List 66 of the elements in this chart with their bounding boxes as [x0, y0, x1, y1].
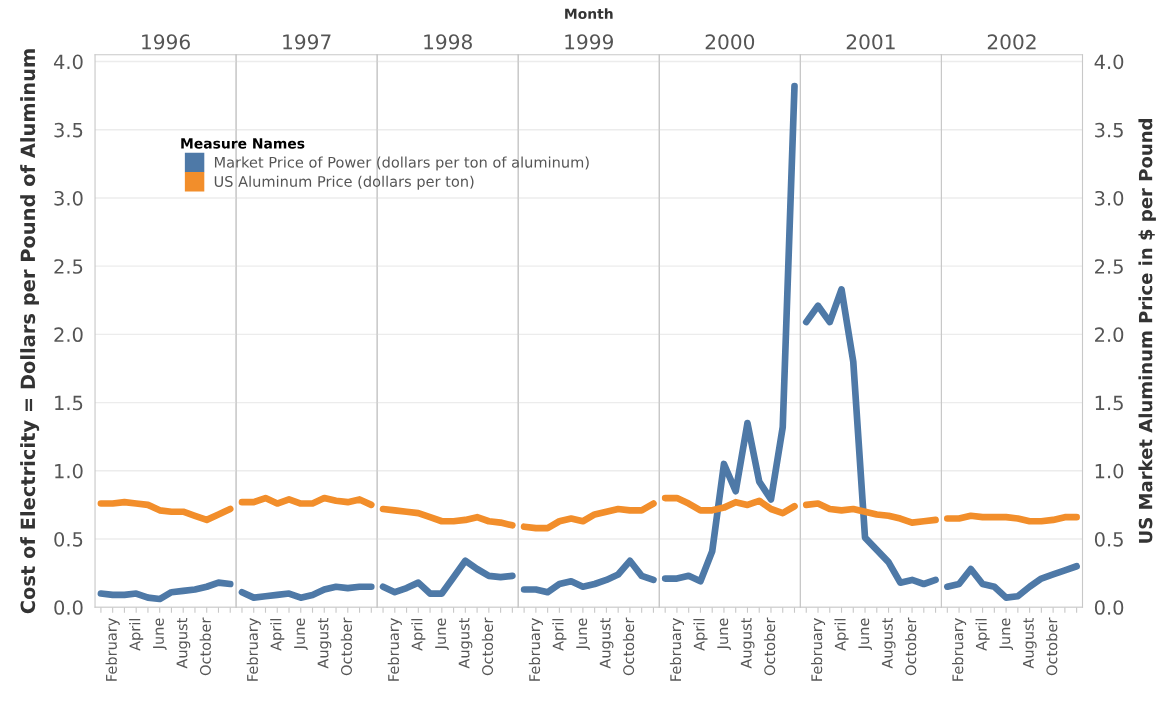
chart-title: 1996 [142, 34, 190, 50]
y2-axis-title: US Market Aluminum Price in $ per Pound [1138, 119, 1156, 543]
text: Month [565, 8, 613, 19]
legend-label: US Aluminum Price (dollars per ton) [214, 175, 474, 190]
x-tick-label: April [975, 618, 990, 651]
x-tick-label: April [270, 618, 285, 651]
chart-title: 1997 [283, 34, 331, 50]
x-tick-label: April [129, 618, 144, 651]
x-tick-label: August [458, 617, 473, 669]
x-tick-label: August [176, 617, 191, 669]
y-tick-label: 2.0 [1095, 327, 1124, 343]
x-tick-label: February [669, 618, 684, 681]
x-tick-label: June [153, 618, 167, 651]
x-tick-label: October [622, 617, 635, 676]
x-tick-label: February [246, 618, 261, 681]
y-axis-title: Cost of Electricity = Dollars per Pound of Aluminum [20, 49, 40, 614]
y-tick-label: 1.5 [1095, 395, 1123, 411]
y-tick-label: 2.5 [54, 259, 83, 274]
y-tick-label: 0.0 [1094, 600, 1124, 615]
y-tick-label: 3.0 [54, 190, 83, 206]
x-tick-label: October [904, 617, 917, 676]
x-tick-label: February [528, 618, 543, 681]
x-tick-label: February [105, 618, 120, 681]
x-tick-label: August [599, 617, 614, 669]
x-tick-label: August [740, 617, 755, 669]
chart-title: 2001 [846, 34, 895, 50]
y-tick-label: 4.0 [1094, 54, 1124, 70]
legend-label: Market Price of Power (dollars per ton of aluminum) [214, 156, 589, 171]
x-tick-label: October [1046, 617, 1058, 676]
chart-title: 2002 [987, 34, 1036, 50]
x-tick-label: June [294, 618, 308, 651]
x-tick-label: August [881, 617, 896, 669]
x-tick-label: June [435, 618, 449, 651]
x-tick-label: August [317, 617, 332, 669]
x-tick-label: April [411, 618, 426, 651]
y-tick-label: 0.5 [54, 531, 83, 547]
x-tick-label: June [576, 618, 590, 651]
chart-title: 1999 [565, 34, 613, 50]
x-tick-label: February [810, 618, 826, 681]
x-tick-label: October [763, 617, 776, 676]
y-tick-label: 1.0 [55, 463, 83, 479]
y-tick-label: 0.0 [54, 600, 83, 615]
x-tick-label: April [693, 618, 708, 651]
chart-title: 2000 [705, 34, 755, 50]
x-tick-label: October [340, 617, 353, 676]
legend-title: Measure Names [181, 138, 305, 149]
x-tick-label: August [1023, 617, 1037, 669]
x-tick-label: October [481, 617, 494, 676]
y-tick-label: 2.5 [1095, 259, 1123, 274]
y-tick-label: 3.5 [1095, 122, 1123, 138]
x-tick-label: February [387, 618, 402, 681]
y-tick-label: 1.5 [55, 395, 83, 411]
x-tick-label: October [199, 617, 211, 676]
x-tick-label: June [717, 618, 731, 651]
y-tick-label: 3.0 [1095, 190, 1124, 206]
y-tick-label: 3.5 [54, 122, 83, 138]
y-tick-label: 2.0 [54, 327, 83, 343]
x-tick-label: April [552, 618, 567, 651]
x-tick-label: February [952, 618, 967, 681]
chart-title: 1998 [424, 34, 472, 50]
x-tick-label: April [834, 618, 849, 651]
y-tick-label: 1.0 [1095, 463, 1124, 479]
x-tick-label: June [858, 618, 872, 651]
x-tick-label: June [999, 618, 1014, 651]
y-tick-label: 0.5 [1094, 531, 1123, 547]
y-tick-label: 4.0 [53, 54, 83, 70]
